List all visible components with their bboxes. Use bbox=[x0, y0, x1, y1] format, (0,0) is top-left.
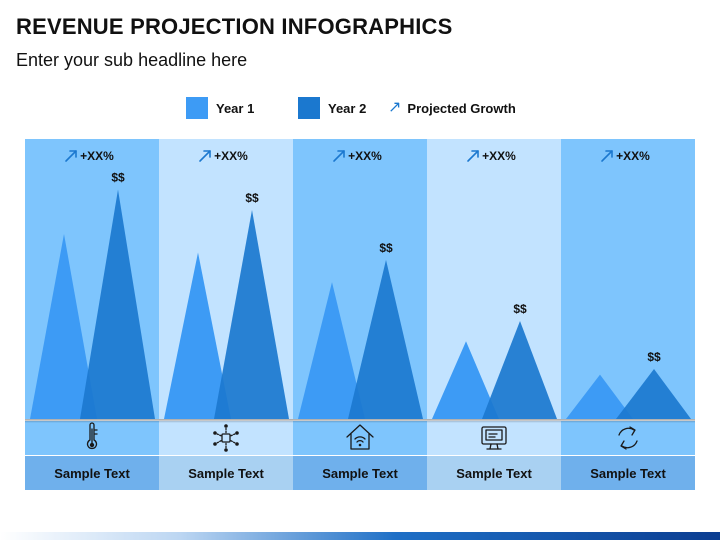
house-roof bbox=[346, 424, 374, 438]
year1-peak bbox=[432, 341, 499, 419]
network-link bbox=[230, 433, 236, 437]
wifi-arc-outer bbox=[354, 436, 366, 440]
growth-arrow-icon bbox=[467, 150, 479, 162]
label-cell bbox=[561, 456, 695, 490]
panel-label: Sample Text bbox=[322, 466, 398, 481]
arrow-shaft bbox=[601, 150, 613, 162]
monitor-stand bbox=[496, 443, 499, 450]
bottom-accent-bar bbox=[0, 532, 720, 540]
arrow-shaft bbox=[65, 150, 77, 162]
house-walls bbox=[350, 433, 370, 450]
legend-swatch-year1 bbox=[186, 97, 208, 119]
arrow-head bbox=[203, 150, 211, 158]
network-node bbox=[235, 442, 239, 446]
year1-peak bbox=[298, 282, 365, 419]
growth-arrow-icon bbox=[333, 150, 345, 162]
year2-peak bbox=[482, 320, 557, 419]
label-cell bbox=[293, 456, 427, 490]
legend: Year 1 Year 2 ↗ Projected Growth bbox=[0, 96, 720, 120]
year1-peak bbox=[164, 252, 231, 419]
growth-label: +XX% bbox=[482, 149, 516, 163]
refresh-arrowhead bbox=[620, 440, 627, 450]
arrow-head bbox=[605, 150, 613, 158]
year1-peak bbox=[30, 234, 97, 419]
legend-label-projected: Projected Growth bbox=[407, 100, 516, 116]
growth-arrow-icon: ↗ bbox=[388, 99, 402, 116]
legend-label-year2: Year 2 bbox=[328, 100, 367, 116]
page-subtitle: Enter your sub headline here bbox=[16, 50, 248, 70]
label-cell bbox=[427, 456, 561, 490]
refresh-icon bbox=[618, 426, 638, 450]
baseline-shadow bbox=[25, 419, 695, 423]
panel-label: Sample Text bbox=[590, 466, 666, 481]
growth-arrow-icon bbox=[199, 150, 211, 162]
data-label: $$ bbox=[379, 241, 393, 255]
arrow-shaft bbox=[467, 150, 479, 162]
data-label: $$ bbox=[245, 191, 259, 205]
panel-label: Sample Text bbox=[188, 466, 264, 481]
icon-cell bbox=[561, 421, 695, 455]
arrow-shaft bbox=[333, 150, 345, 162]
data-label: $$ bbox=[111, 171, 125, 185]
arrow-head bbox=[337, 150, 345, 158]
data-label: $$ bbox=[513, 302, 527, 316]
icon-cell bbox=[427, 421, 561, 455]
thermometer-bulb bbox=[89, 442, 95, 448]
arrow-head bbox=[69, 150, 77, 158]
growth-label: +XX% bbox=[214, 149, 248, 163]
year1-peak bbox=[566, 374, 633, 419]
panel-background bbox=[561, 139, 695, 419]
arrow-head bbox=[471, 150, 479, 158]
monitor-frame bbox=[481, 426, 507, 445]
network-node bbox=[224, 448, 228, 452]
network-node bbox=[235, 431, 239, 435]
panel-label: Sample Text bbox=[456, 466, 532, 481]
network-link bbox=[216, 440, 222, 444]
smart-home-icon bbox=[346, 424, 374, 450]
wifi-dot bbox=[358, 443, 362, 447]
growth-arrow-icon bbox=[65, 150, 77, 162]
network-link bbox=[216, 433, 222, 437]
monitor-stand bbox=[489, 443, 492, 450]
legend-item-projected: ↗ Projected Growth bbox=[388, 96, 516, 120]
network-node bbox=[213, 431, 217, 435]
refresh-arrowhead bbox=[629, 426, 636, 436]
icon-cell bbox=[293, 421, 427, 455]
growth-label: +XX% bbox=[616, 149, 650, 163]
panel-label: Sample Text bbox=[54, 466, 130, 481]
legend-swatch-year2 bbox=[298, 97, 320, 119]
arrow-shaft bbox=[199, 150, 211, 162]
network-node bbox=[224, 424, 228, 428]
network-hub bbox=[221, 433, 231, 443]
legend-item-year1: Year 1 bbox=[186, 96, 254, 120]
year2-peak bbox=[348, 259, 423, 419]
year2-peak bbox=[214, 209, 289, 419]
page-title: REVENUE PROJECTION INFOGRAPHICS bbox=[16, 14, 453, 39]
monitor-screen bbox=[485, 429, 503, 441]
growth-label: +XX% bbox=[80, 149, 114, 163]
label-cell bbox=[159, 456, 293, 490]
monitor-icon bbox=[481, 426, 507, 450]
growth-arrow-icon bbox=[601, 150, 613, 162]
year2-peak bbox=[616, 369, 691, 419]
data-label: $$ bbox=[647, 350, 661, 364]
label-cell bbox=[25, 456, 159, 490]
legend-label-year1: Year 1 bbox=[216, 100, 255, 116]
network-icon bbox=[213, 424, 239, 452]
network-link bbox=[230, 440, 236, 444]
growth-label: +XX% bbox=[348, 149, 382, 163]
thermometer-icon bbox=[86, 422, 98, 450]
thermometer-outline bbox=[86, 422, 98, 450]
wifi-arc-inner bbox=[356, 440, 364, 443]
legend-item-year2: Year 2 bbox=[298, 96, 366, 120]
year2-peak bbox=[80, 189, 155, 419]
network-node bbox=[213, 442, 217, 446]
